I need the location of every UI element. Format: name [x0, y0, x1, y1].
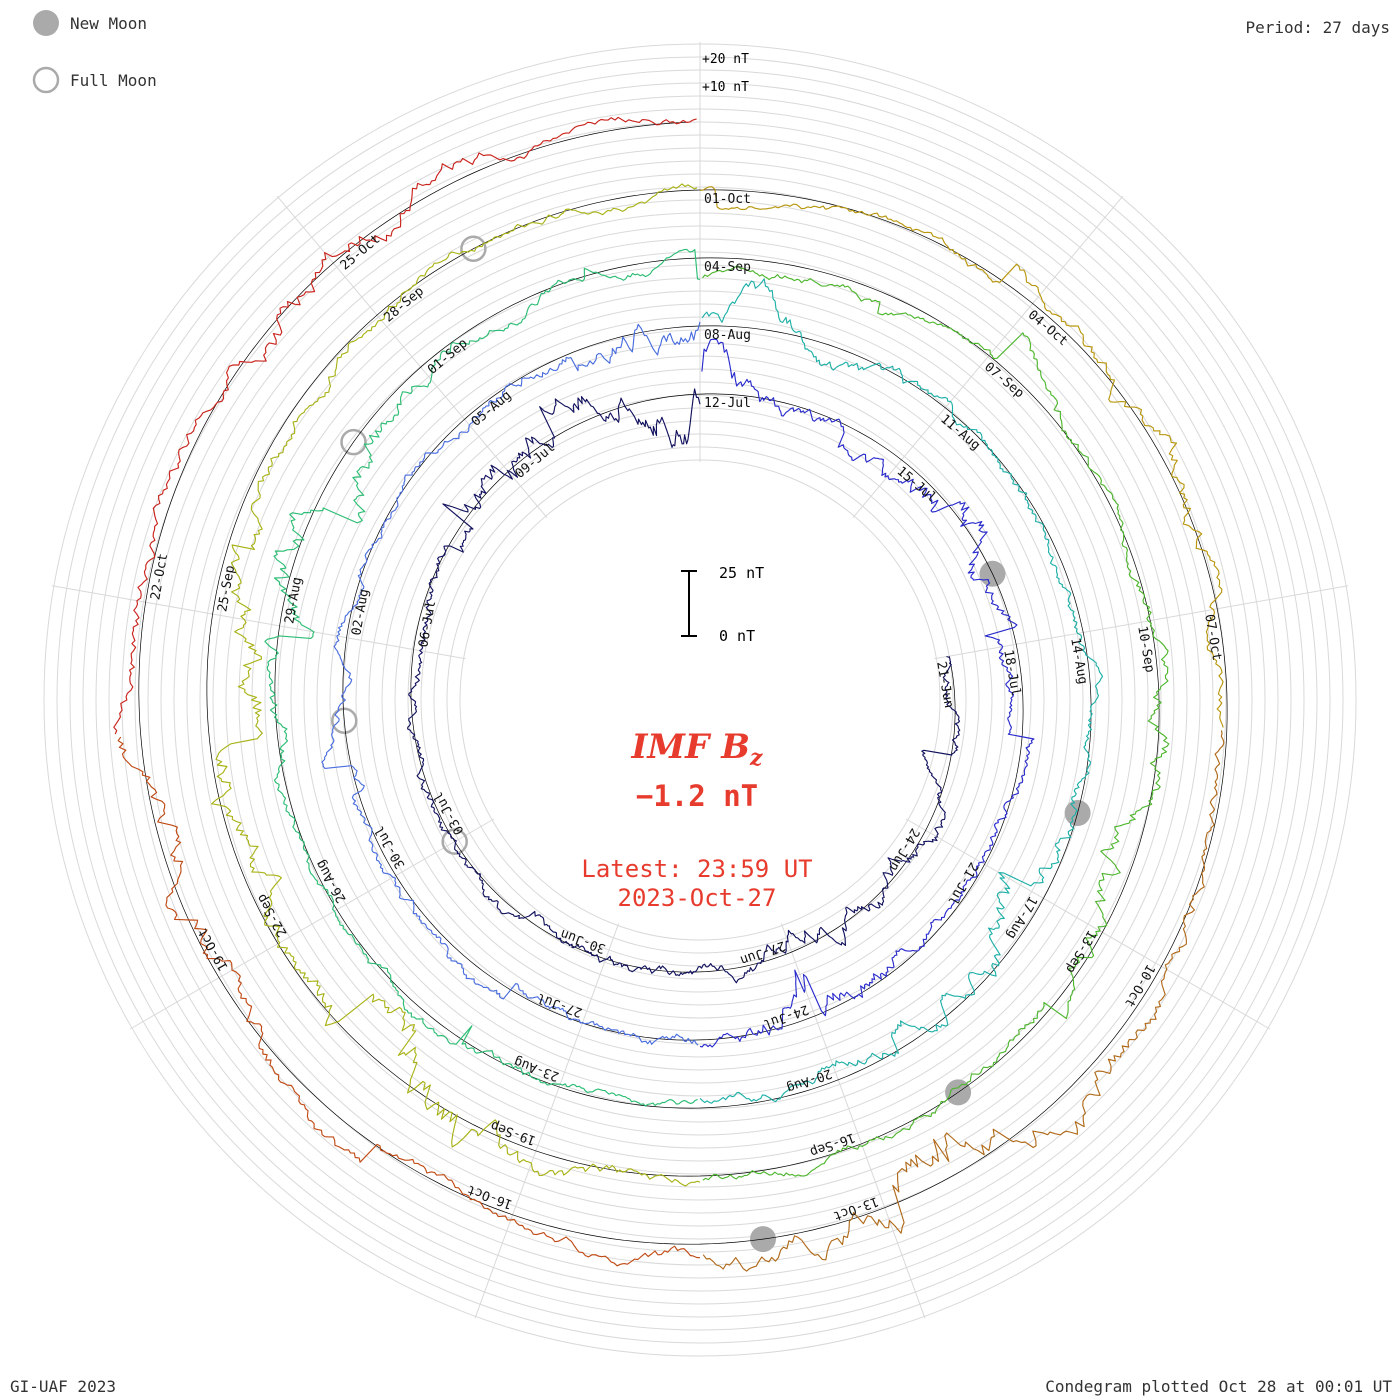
imf-bz-value: −1.2 nT — [636, 779, 758, 813]
period-label: Period: 27 days — [1246, 18, 1391, 37]
polar-grid — [43, 42, 1357, 1357]
legend-full-moon-label: Full Moon — [70, 71, 157, 90]
svg-text:02-Aug: 02-Aug — [349, 588, 372, 637]
full-moon-icon — [32, 66, 60, 94]
svg-text:07-Sep: 07-Sep — [981, 360, 1027, 402]
svg-text:27-Jun: 27-Jun — [738, 937, 787, 967]
imf-bz-trace — [113, 116, 1225, 1272]
svg-text:08-Aug: 08-Aug — [704, 328, 751, 343]
imf-bz-title: IMF Bz — [631, 727, 763, 771]
svg-text:25-Sep: 25-Sep — [215, 564, 238, 613]
svg-text:20-Aug: 20-Aug — [784, 1065, 833, 1095]
svg-text:06-Jul: 06-Jul — [416, 600, 439, 649]
ref-plus20-label: +20 nT — [702, 52, 749, 67]
scale-bottom-label: 0 nT — [719, 627, 755, 645]
ref-plus10-label: +10 nT — [702, 80, 749, 95]
svg-text:30-Jun: 30-Jun — [558, 926, 607, 956]
svg-text:13-Sep: 13-Sep — [1062, 927, 1099, 975]
svg-text:01-Oct: 01-Oct — [704, 192, 751, 207]
latest-date-label: 2023-Oct-27 — [618, 884, 777, 912]
svg-text:11-Aug: 11-Aug — [937, 412, 983, 454]
svg-text:07-Oct: 07-Oct — [1201, 613, 1224, 662]
svg-text:28-Sep: 28-Sep — [381, 284, 427, 326]
svg-text:29-Aug: 29-Aug — [282, 576, 305, 625]
latest-time-label: Latest: 23:59 UT — [581, 855, 812, 883]
scale-top-label: 25 nT — [719, 564, 764, 582]
svg-text:04-Sep: 04-Sep — [704, 260, 751, 275]
svg-text:21-Jun: 21-Jun — [933, 660, 956, 709]
zero-baseline-spiral — [138, 121, 1228, 1245]
svg-text:16-Oct: 16-Oct — [465, 1181, 514, 1211]
svg-text:17-Aug: 17-Aug — [1003, 893, 1039, 941]
svg-text:15-Jul: 15-Jul — [894, 464, 940, 506]
svg-text:09-Jul: 09-Jul — [513, 440, 559, 482]
svg-text:27-Jul: 27-Jul — [535, 990, 584, 1020]
new-moon-icon — [33, 10, 59, 36]
scale-bar — [681, 570, 697, 637]
legend-new-moon-label: New Moon — [70, 14, 147, 33]
plotted-timestamp: Condegram plotted Oct 28 at 00:01 UT — [1045, 1377, 1392, 1396]
svg-text:14-Aug: 14-Aug — [1067, 637, 1090, 686]
svg-text:12-Jul: 12-Jul — [704, 396, 751, 411]
svg-text:22-Sep: 22-Sep — [254, 891, 291, 939]
svg-text:22-Oct: 22-Oct — [148, 552, 171, 601]
credit-label: GI-UAF 2023 — [10, 1377, 116, 1396]
spiral-date-labels: 21-Jun24-Jun27-Jun30-Jun03-Jul06-Jul09-J… — [148, 192, 1224, 1223]
svg-text:01-Sep: 01-Sep — [425, 336, 471, 378]
